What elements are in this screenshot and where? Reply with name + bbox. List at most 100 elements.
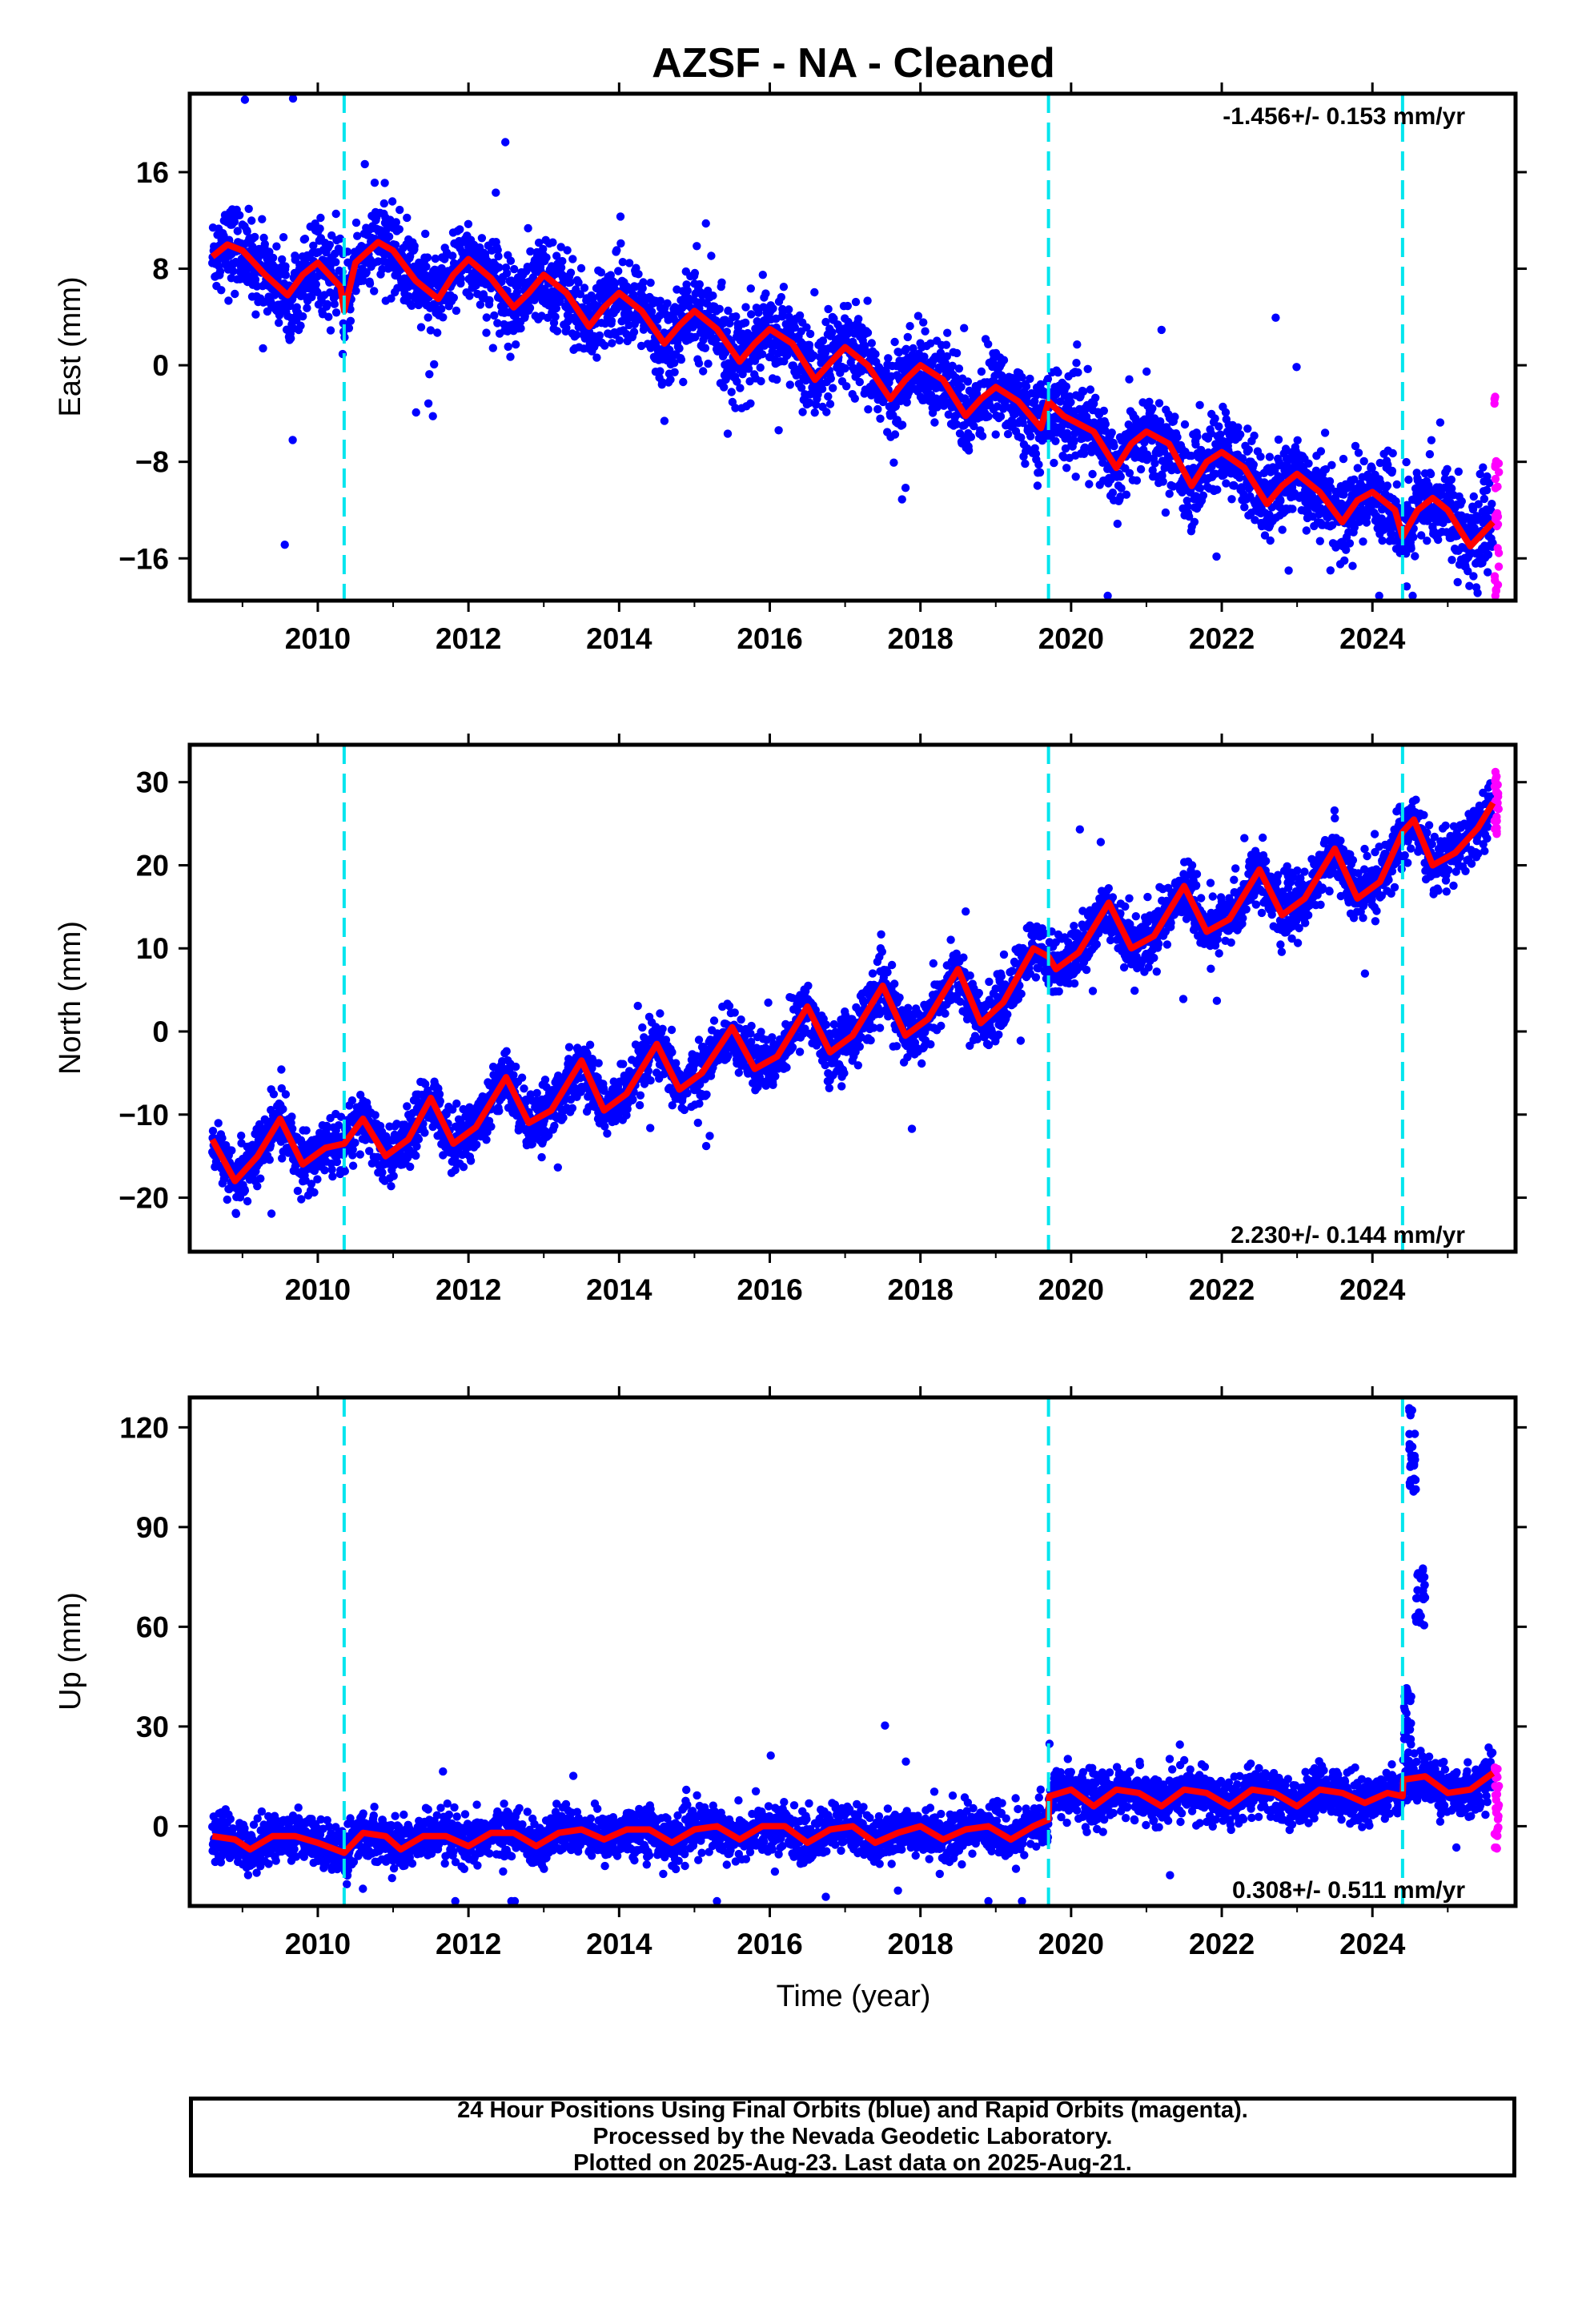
- east-point: [288, 94, 298, 103]
- east-point: [423, 253, 432, 262]
- east-point: [977, 367, 986, 376]
- east-point: [901, 484, 910, 493]
- east-point: [701, 344, 710, 352]
- east-point: [1195, 400, 1204, 409]
- east-point: [1122, 490, 1131, 499]
- east-point: [456, 274, 465, 283]
- east-point: [1079, 387, 1088, 396]
- east-point: [1469, 572, 1478, 581]
- north-point: [414, 1135, 424, 1144]
- east-point: [843, 301, 853, 311]
- east-point: [1173, 432, 1182, 442]
- east-point: [1409, 533, 1418, 541]
- east-point: [1302, 526, 1311, 535]
- east-x-tick-label: 2024: [1339, 622, 1406, 655]
- east-point: [1482, 485, 1492, 495]
- east-point: [403, 213, 412, 223]
- east-point: [1054, 368, 1062, 377]
- east-point: [260, 239, 269, 249]
- east-point: [326, 326, 335, 335]
- east-point: [1249, 460, 1259, 469]
- east-point: [615, 336, 624, 345]
- east-x-tick-label: 2010: [285, 622, 351, 655]
- east-point: [634, 270, 643, 279]
- north-series-layer: [208, 745, 1504, 1252]
- east-point: [1154, 399, 1164, 408]
- east-point: [1292, 363, 1301, 372]
- east-point: [424, 313, 432, 322]
- east-point: [1453, 577, 1462, 587]
- east-point: [1479, 463, 1488, 472]
- east-point: [1387, 466, 1397, 476]
- east-point: [897, 495, 906, 504]
- east-point: [1484, 568, 1492, 577]
- east-point: [566, 268, 576, 277]
- east-point: [477, 234, 487, 243]
- east-point: [437, 263, 446, 273]
- east-point: [1234, 423, 1243, 432]
- east-point: [501, 138, 510, 147]
- east-point: [351, 218, 361, 227]
- east-rapid-point: [1493, 482, 1502, 491]
- east-point: [1359, 537, 1367, 546]
- east-point: [1074, 368, 1082, 377]
- east-point: [810, 287, 819, 297]
- east-rapid-point: [1492, 586, 1501, 596]
- east-point: [1457, 497, 1467, 506]
- east-point: [1447, 556, 1456, 565]
- east-point: [863, 328, 873, 337]
- east-point: [777, 292, 785, 302]
- east-point: [278, 255, 287, 264]
- east-point: [683, 286, 692, 296]
- east-point: [1022, 382, 1031, 391]
- east-point: [701, 219, 710, 228]
- east-point: [943, 328, 952, 337]
- east-point: [1211, 414, 1219, 423]
- east-point: [359, 276, 367, 285]
- east-point: [380, 179, 389, 187]
- east-point: [677, 355, 686, 364]
- east-point: [1062, 382, 1071, 391]
- east-point: [773, 375, 781, 384]
- east-point: [1213, 485, 1222, 494]
- east-point: [275, 318, 283, 328]
- east-point: [1284, 566, 1293, 575]
- north-point: [472, 1140, 481, 1149]
- east-point: [482, 328, 491, 337]
- north-point: [227, 1146, 236, 1155]
- east-point: [395, 225, 404, 234]
- east-point: [296, 321, 305, 330]
- east-point: [384, 232, 394, 241]
- east-point: [964, 446, 974, 455]
- east-point: [563, 246, 572, 255]
- north-point: [355, 1150, 364, 1159]
- east-point: [757, 376, 765, 386]
- north-point: [371, 1111, 379, 1120]
- east-point: [379, 199, 388, 208]
- east-point: [984, 340, 993, 348]
- east-point: [805, 329, 815, 339]
- east-point: [439, 313, 448, 322]
- east-point: [1443, 464, 1452, 473]
- east-y-tick-label: −16: [118, 542, 169, 575]
- east-point: [551, 312, 560, 321]
- east-point: [873, 404, 882, 414]
- east-point: [825, 400, 835, 408]
- east-point: [957, 382, 966, 392]
- north-point: [243, 1196, 252, 1206]
- east-point: [1271, 313, 1280, 322]
- east-point: [1132, 476, 1142, 485]
- east-x-tick-label: 2014: [586, 622, 652, 655]
- east-point: [344, 324, 354, 332]
- east-point: [1469, 492, 1479, 501]
- north-point: [387, 1182, 396, 1191]
- east-point: [1327, 460, 1336, 469]
- east-point: [1107, 428, 1116, 437]
- east-point: [1423, 537, 1431, 545]
- east-point: [663, 299, 672, 308]
- north-point: [231, 1209, 241, 1219]
- east-point: [542, 253, 551, 262]
- east-point: [954, 364, 964, 373]
- east-point: [709, 292, 717, 300]
- east-point: [502, 269, 512, 278]
